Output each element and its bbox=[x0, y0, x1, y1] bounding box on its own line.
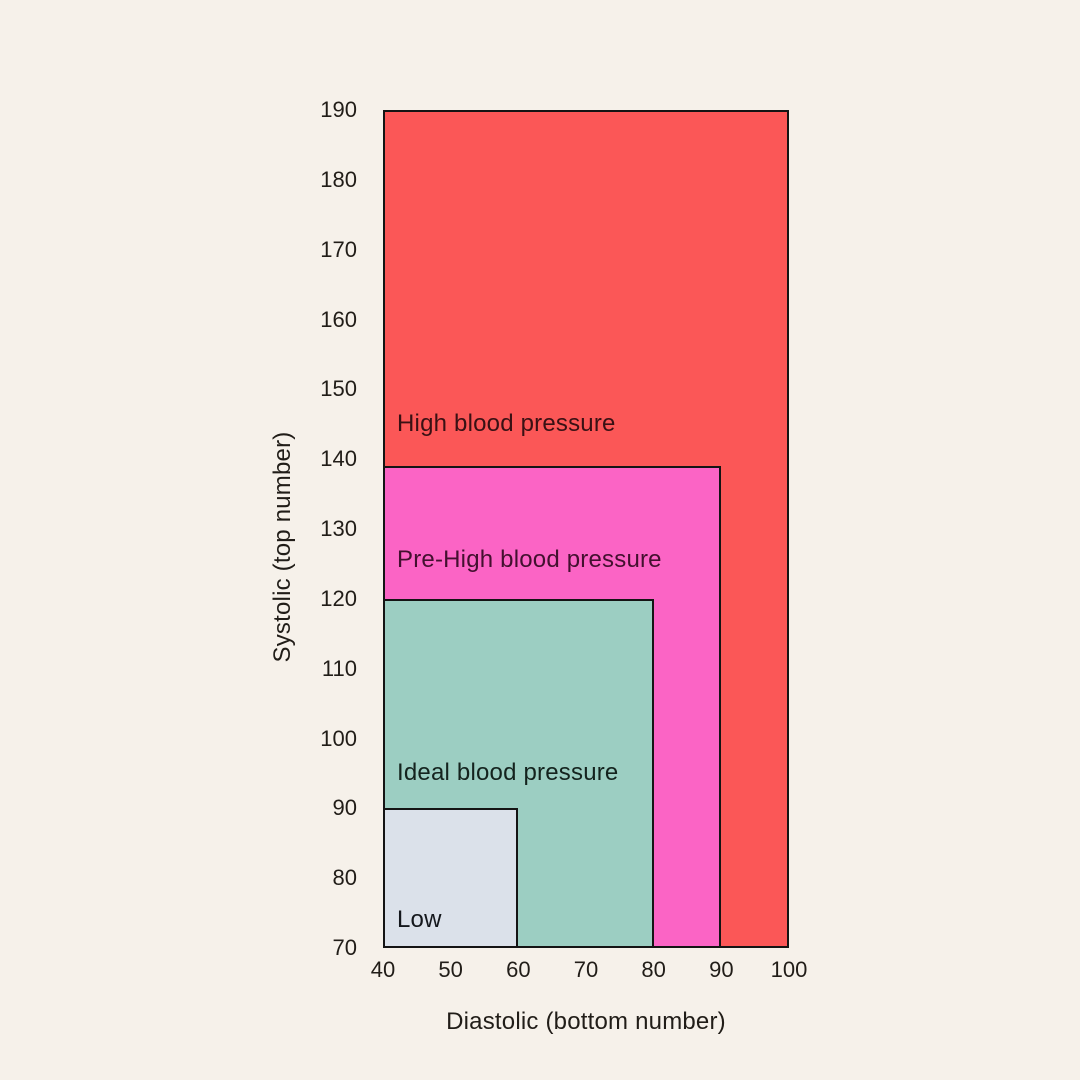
y-tick-label-190: 190 bbox=[320, 97, 357, 122]
region-low bbox=[383, 808, 519, 948]
x-tick-label-50: 50 bbox=[438, 957, 463, 982]
y-tick-label-170: 170 bbox=[320, 236, 357, 262]
y-axis-title: Systolic (top number) bbox=[269, 431, 296, 663]
y-tick-label-140: 140 bbox=[320, 446, 357, 472]
y-tick-label-180: 180 bbox=[320, 166, 357, 192]
y-tick-label-70: 70 bbox=[332, 935, 357, 960]
x-axis-title: Diastolic (bottom number) bbox=[446, 1008, 726, 1035]
y-tick-label-80: 80 bbox=[332, 865, 357, 891]
x-tick-label-60: 60 bbox=[506, 957, 531, 982]
plot-area: High blood pressure Pre-High blood pressu… bbox=[383, 110, 789, 948]
x-tick-label-80: 80 bbox=[641, 957, 666, 982]
region-label-low: Low bbox=[397, 906, 442, 934]
region-label-ideal: Ideal blood pressure bbox=[397, 759, 619, 787]
x-tick-label-100: 100 bbox=[770, 957, 808, 982]
x-tick-label-90: 90 bbox=[709, 957, 734, 982]
region-label-high: High blood pressure bbox=[397, 410, 616, 438]
y-tick-label-90: 90 bbox=[332, 795, 357, 821]
y-tick-label-150: 150 bbox=[320, 376, 357, 402]
x-tick-label-70: 70 bbox=[573, 957, 599, 982]
y-tick-label-110: 110 bbox=[321, 655, 357, 681]
region-label-pre-high: Pre-High blood pressure bbox=[397, 546, 662, 574]
y-tick-label-160: 160 bbox=[320, 306, 357, 332]
x-tick-label-40: 40 bbox=[370, 957, 396, 982]
y-tick-label-100: 100 bbox=[320, 725, 357, 751]
y-tick-label-120: 120 bbox=[320, 585, 357, 611]
y-tick-label-130: 130 bbox=[320, 516, 357, 541]
